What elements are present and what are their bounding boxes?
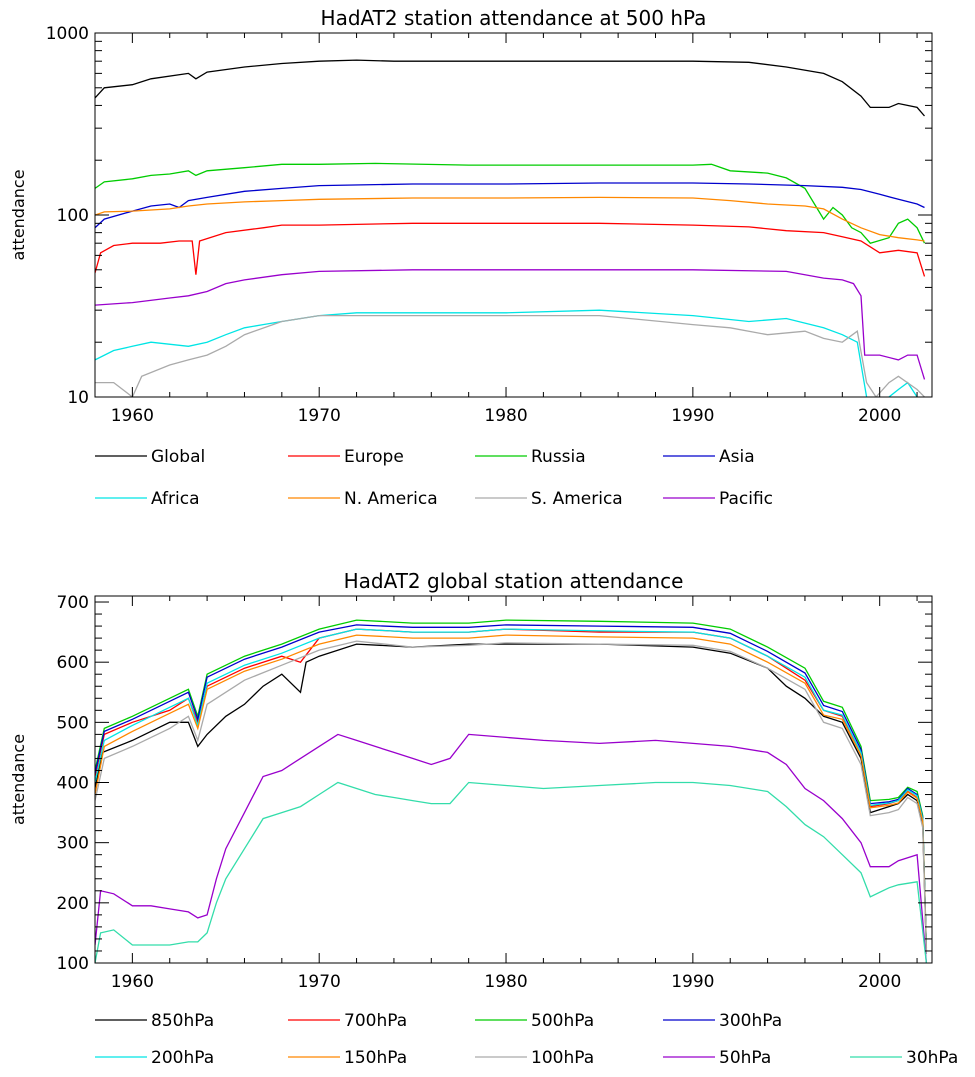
y-tick-label: 300 [57,834,89,854]
x-tick-label: 1990 [671,406,714,426]
y-tick-label: 100 [57,206,89,226]
y-tick-label: 600 [57,653,89,673]
series-line-russia [95,162,926,244]
chart-1: HadAT2 station attendance at 500 hPa atte… [9,6,933,509]
series-line-50hpa [95,733,928,963]
x-tick-label: 1970 [298,406,341,426]
series-line-pacific [95,269,926,380]
series-line-s-america [95,314,925,397]
series-line-n-america [95,196,925,242]
y-tick-label: 700 [57,593,89,613]
series-line-30hpa [95,781,928,963]
series-line-europe [95,222,926,277]
series-line-300hpa [95,624,928,950]
x-tick-label: 1990 [671,972,714,992]
x-tick-label: 2000 [858,972,901,992]
series-line-150hpa [95,634,928,953]
legend-label: 30hPa [906,1048,958,1068]
y-tick-label: 500 [57,713,89,733]
series-group [95,619,928,963]
legend-label: Africa [151,489,200,509]
legend: Global Europe Russia Asia Africa N. America S.… [95,447,773,509]
legend-label: 700hPa [344,1011,407,1031]
y-tick-label: 400 [57,774,89,794]
y-tick-label: 1000 [46,24,89,44]
legend-label: 150hPa [344,1048,407,1068]
series-line-100hpa [95,640,928,955]
legend-label: 850hPa [151,1011,214,1031]
y-axis-label: attendance [9,734,28,825]
x-tick-label: 1980 [484,406,527,426]
series-group [95,59,926,397]
x-tick-label: 1970 [298,972,341,992]
series-line-500hpa [95,619,928,949]
legend-label: 500hPa [531,1011,594,1031]
plot-frame [94,32,933,398]
legend-label: Global [151,447,205,467]
x-tick-label: 2000 [858,406,901,426]
legend-label: Pacific [719,489,773,509]
legend-label: 200hPa [151,1048,214,1068]
legend-label: 50hPa [719,1048,771,1068]
series-line-global [95,59,925,117]
y-tick-label: 10 [67,388,89,408]
legend-label: 300hPa [719,1011,782,1031]
x-tick-label: 1960 [111,972,154,992]
y-tick-label: 100 [57,954,89,974]
legend-label: N. America [344,489,438,509]
series-line-200hpa [95,628,928,952]
legend: 850hPa 700hPa 500hPa 300hPa 200hPa 150hPa 100h… [95,1011,958,1068]
legend-label: S. America [531,489,623,509]
x-tick-label: 1960 [111,406,154,426]
legend-label: Asia [719,447,755,467]
legend-label: 100hPa [531,1048,594,1068]
series-line-asia [95,182,925,229]
series-line-850hpa [95,643,928,952]
chart-title: HadAT2 global station attendance [344,569,684,593]
legend-label: Europe [344,447,404,467]
chart-2: HadAT2 global station attendance attendan… [9,569,958,1068]
y-tick-label: 200 [57,894,89,914]
x-tick-label: 1980 [484,972,527,992]
plot-frame [94,595,933,964]
chart-title: HadAT2 station attendance at 500 hPa [321,6,707,30]
legend-label: Russia [531,447,586,467]
y-axis-label: attendance [9,169,28,260]
series-line-africa [95,309,919,397]
